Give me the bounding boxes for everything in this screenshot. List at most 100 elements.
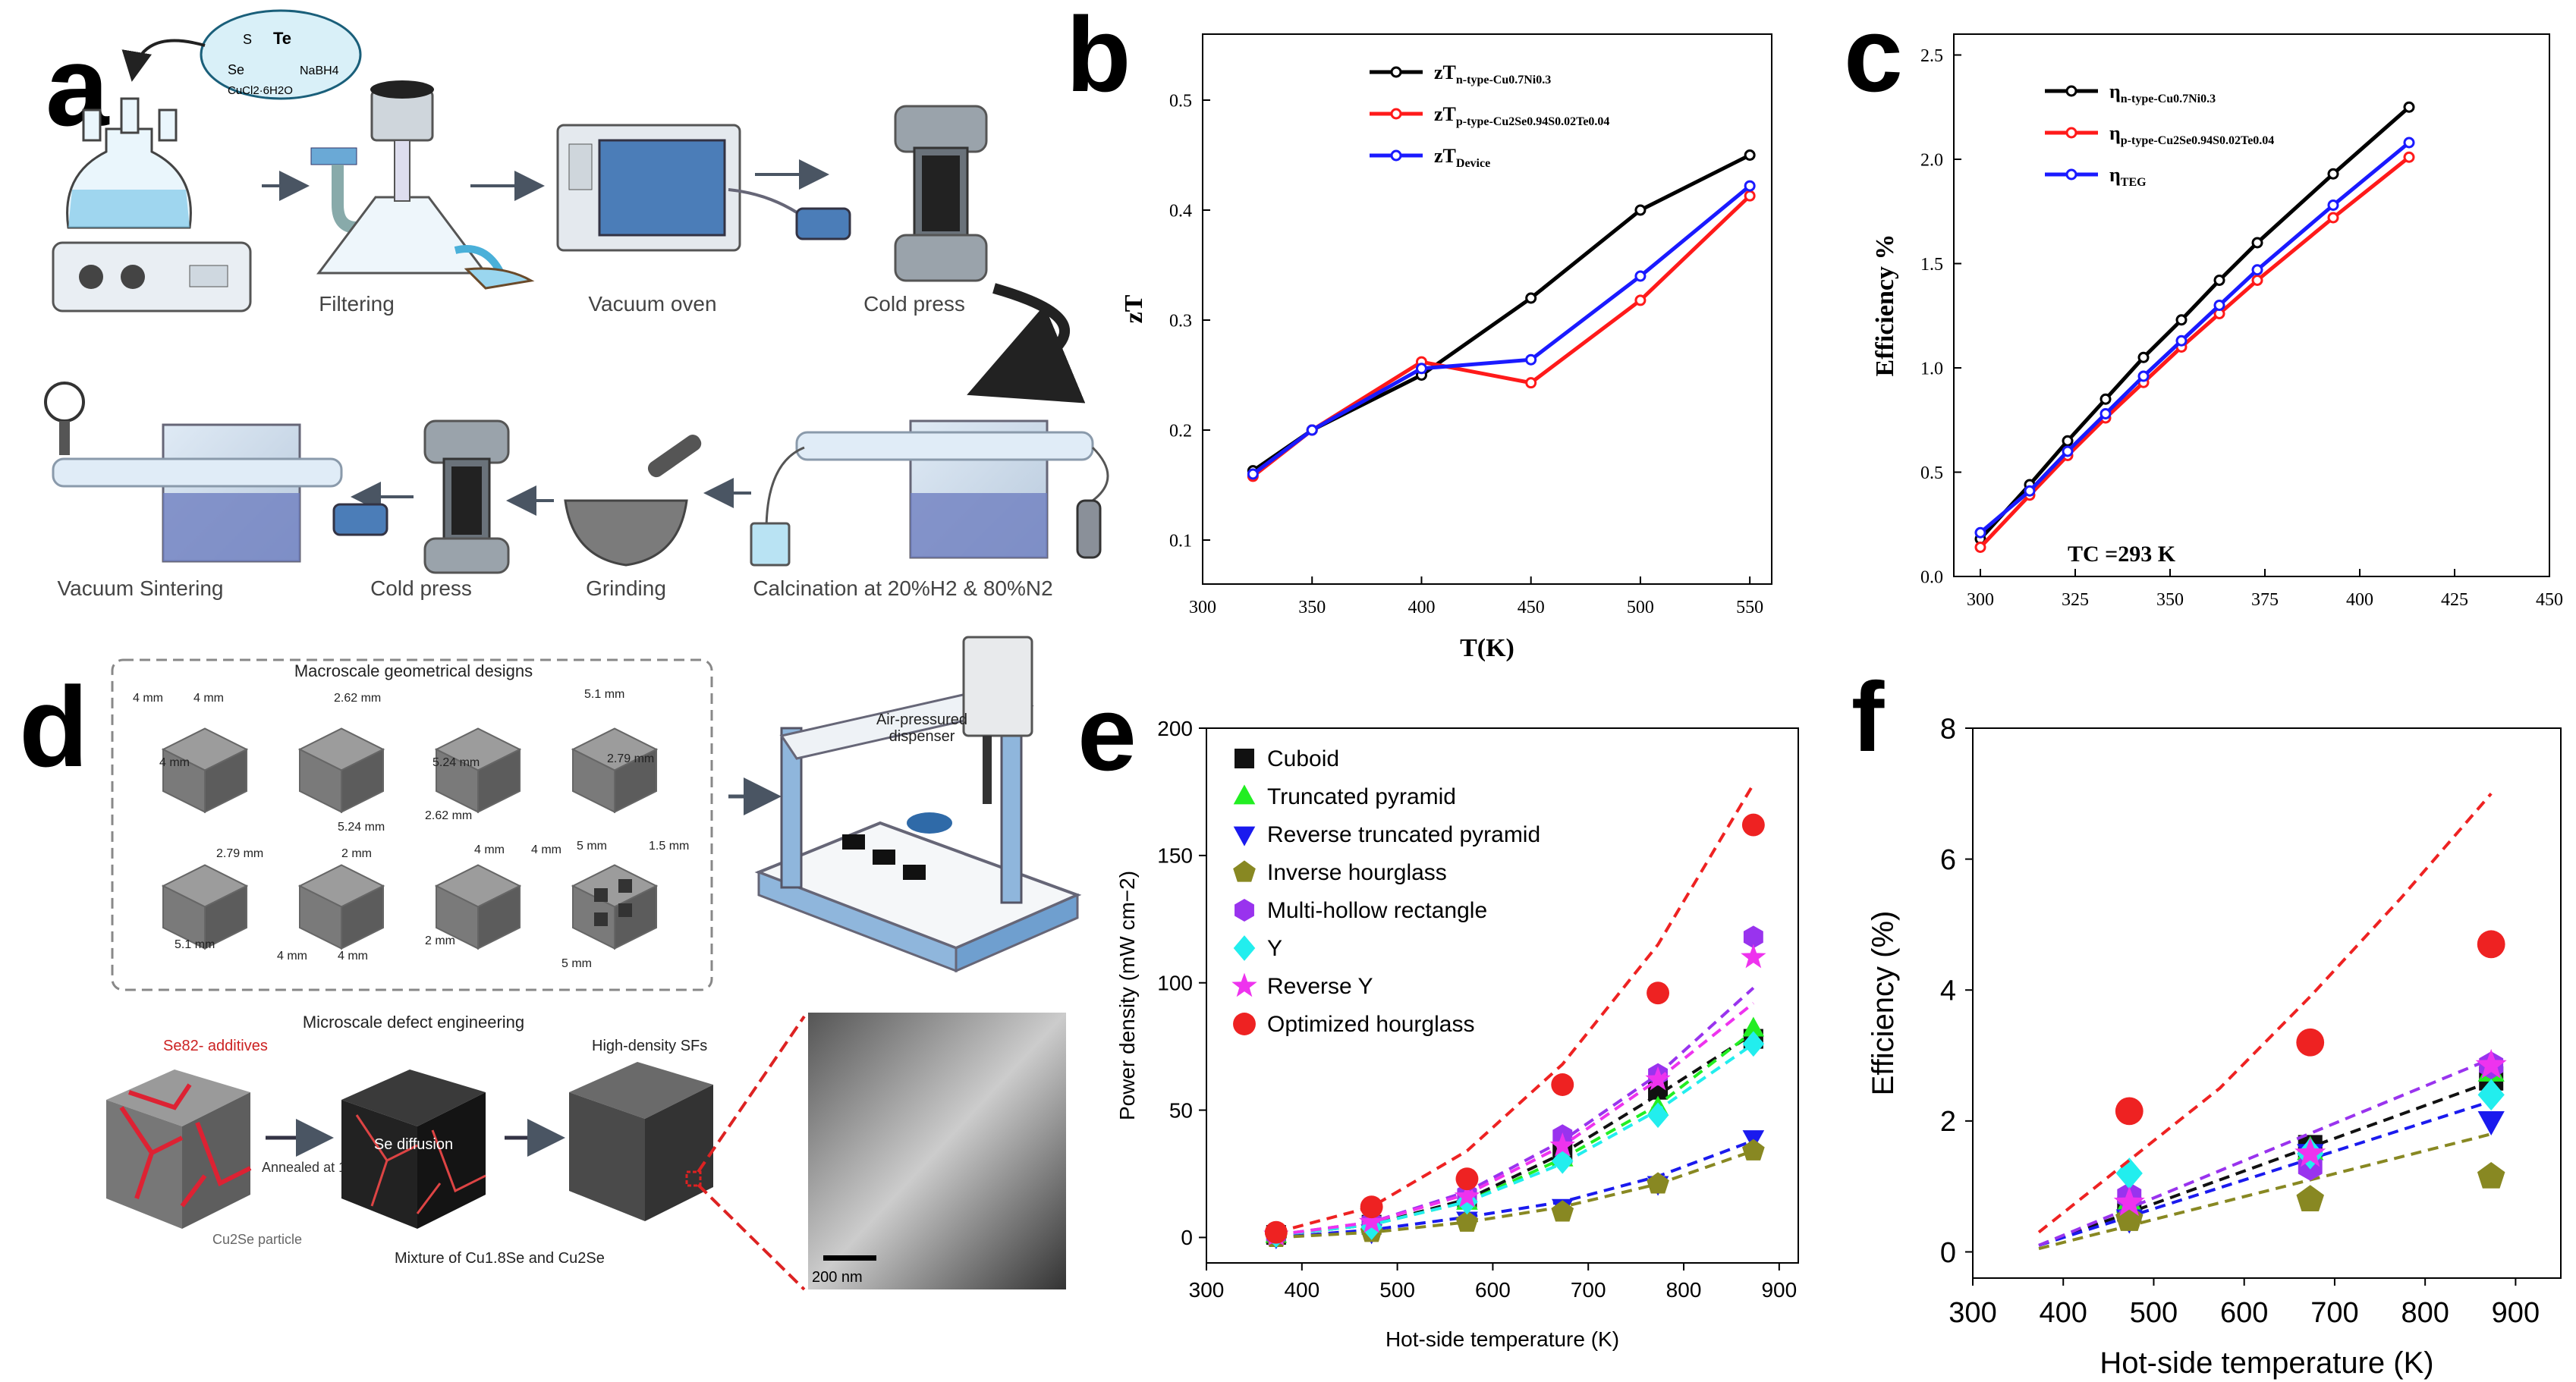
marker-circle [2296,1028,2325,1057]
x-tick-label: 900 [1761,1278,1797,1302]
geometry-shapes [161,727,659,950]
marker-triangle-down [1233,826,1256,846]
cold-press-illustration: Cold press [863,105,988,316]
y-tick-label: 2 [1940,1106,1956,1138]
vacuum-oven-illustration: Vacuum oven [556,124,851,316]
y-tick-label: 1.5 [1920,255,1943,275]
x-tick-label: 325 [2062,590,2089,610]
filtering-illustration: Filtering [310,80,535,316]
step-label: Vacuum oven [588,292,716,316]
x-tick-label: 425 [2441,590,2468,610]
legend-label: Optimized hourglass [1267,1012,1474,1037]
marker-circle [1264,1220,1288,1244]
chart-c: 300 325 350 375 400 425 450 0.0 0.5 1.0 1.5 2.0 2.5 E… [1871,33,2563,610]
y-tick-label: 200 [1157,717,1193,740]
x-tick-label: 400 [2346,590,2373,610]
x-tick-label: 400 [1408,598,1435,617]
fit-line [1275,1002,1755,1237]
dimension-label: 4 mm [338,950,368,963]
series-line [1979,141,2411,535]
marker-star [1231,972,1257,997]
x-tick-label: 900 [2492,1297,2540,1329]
data-point [2403,137,2415,149]
y-tick-label: 2.5 [1920,46,1943,66]
panel-letter-e: e [1077,674,1137,793]
legend-label: ηn-type-Cu0.7Ni0.3 [2109,80,2216,105]
data-point [2327,212,2339,224]
panel-a: a S Te Se NaBH4 CuCl2·6H2O [44,9,1109,600]
y-tick-label: 0.5 [1169,91,1192,111]
marker-hexagon [1743,925,1763,949]
legend-label: Multi-hollow rectangle [1267,898,1487,923]
fit-line [1275,1139,1754,1239]
data-point [1247,468,1259,480]
data-point [2251,237,2263,249]
series-line [1251,184,1751,476]
y-tick-label: 50 [1169,1098,1193,1122]
y-axis-title: zT [1120,294,1148,323]
chart-e: 300 400 500 600 700 800 900 0 50 100 150 200 Hot-sid… [1115,717,1799,1351]
marker-pentagon [2296,1185,2324,1211]
mortar-pestle-illustration: Grinding [564,435,702,600]
shape-right-face [477,748,521,814]
y-tick-label: 0.1 [1169,531,1192,551]
data-point [2403,101,2415,113]
series-line [1251,194,1751,478]
marker-pentagon [1455,1210,1479,1232]
x-tick-label: 400 [1284,1278,1319,1302]
legend-label: ηp-type-Cu2Se0.94S0.02Te0.04 [2109,122,2274,147]
data-point [2403,151,2415,163]
data-point [1306,424,1318,436]
x-tick-label: 500 [1379,1278,1415,1302]
legend-marker [1390,66,1402,78]
data-point [2213,300,2225,311]
legend-marker [2065,168,2077,181]
reagent-label: CuCl2·6H2O [228,84,293,97]
data-point [1415,363,1427,375]
data-point [2327,168,2339,180]
dispenser-label: Air-pressured dispenser [876,711,967,745]
y-tick-label: 0.2 [1169,421,1192,441]
y-axis-title: Power density (mW cm−2) [1115,871,1139,1120]
dimension-label: 2.79 mm [216,847,263,860]
marker-pentagon [1647,1172,1669,1194]
dimension-label: 4 mm [193,692,224,705]
legend-label: Truncated pyramid [1267,784,1456,809]
additive-label: Se82- additives [163,1038,268,1054]
reagent-label: Te [273,29,291,48]
panel-letter-f: f [1851,661,1885,772]
data-point [1974,542,1986,553]
x-tick-label: 700 [2310,1297,2358,1329]
legend-marker [1390,108,1402,120]
dimension-label: 2 mm [341,847,372,860]
x-axis-title: Hot-side temperature (K) [1386,1327,1619,1351]
data-point [2062,435,2074,447]
mixture-label: Mixture of Cu1.8Se and Cu2Se [395,1250,605,1267]
legend-label: ηTEG [2109,164,2147,189]
y-tick-label: 6 [1940,844,1956,876]
shape-right-face [477,884,521,950]
y-tick-label: 2.0 [1920,150,1943,170]
legend-label: zTDevice [1434,145,1490,170]
marker-circle [1647,982,1670,1005]
data-point [1634,294,1647,306]
dimension-label: 2 mm [425,934,455,947]
x-tick-label: 350 [2156,590,2184,610]
marker-triangle-down [2477,1111,2505,1136]
fit-line [1275,1042,1755,1237]
shape-right-face [204,884,247,950]
marker-triangle [1233,784,1256,805]
reagent-label: S [243,32,252,47]
marker-diamond [1742,1031,1765,1057]
dimension-label: 2.62 mm [334,692,381,705]
marker-diamond [2115,1157,2143,1189]
y-axis-title: Efficiency % [1871,234,1899,377]
marker-star [2475,1048,2507,1079]
y-axis-title: Efficiency (%) [1867,911,1900,1096]
fit-line [1275,1149,1754,1239]
legend-marker [2065,127,2077,139]
high-density-sf-cube [569,1062,713,1221]
hollow-channel [594,888,608,902]
step-label: Cold press [863,292,965,316]
